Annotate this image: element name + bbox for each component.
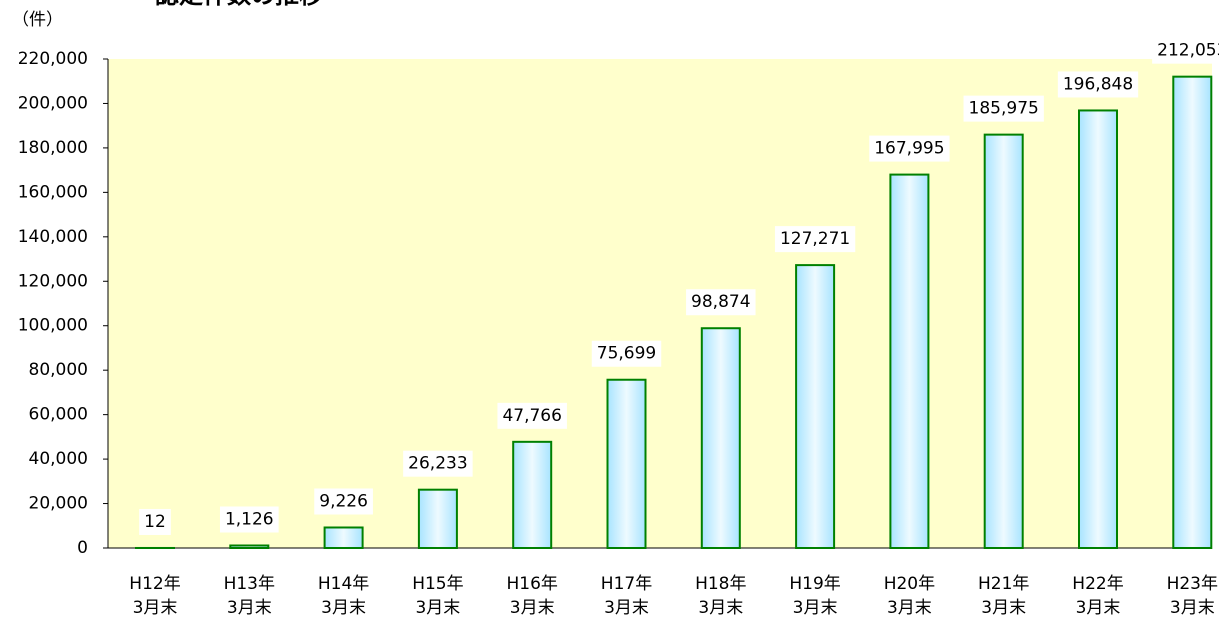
bar [889, 173, 930, 549]
bar [323, 526, 364, 549]
value-label: 212,053 [1157, 41, 1219, 61]
value-label-bg [403, 450, 473, 477]
chart-title: 認定件数の推移 [155, 0, 323, 9]
bar [983, 133, 1024, 549]
x-tick-label: H13年 3月末 [224, 574, 275, 618]
y-tick-label: 80,000 [29, 360, 88, 380]
y-tick-label: 140,000 [18, 227, 88, 247]
y-tick-label: 200,000 [18, 93, 88, 113]
y-tick-label: 20,000 [29, 494, 88, 514]
value-label: 12 [144, 512, 166, 532]
value-label-bg [314, 488, 373, 515]
value-label: 185,975 [969, 99, 1039, 119]
x-tick-label: H12年 3月末 [129, 574, 180, 618]
y-tick-label: 180,000 [18, 138, 88, 158]
plot-area [108, 59, 1212, 548]
x-tick-label: H19年 3月末 [789, 574, 840, 618]
y-tick-label: 120,000 [18, 271, 88, 291]
bar [1172, 75, 1213, 550]
x-tick-label: H23年 3月末 [1167, 574, 1218, 618]
value-label-bg [139, 508, 171, 535]
bar [229, 544, 270, 549]
bar [795, 264, 836, 549]
x-tick-label: H20年 3月末 [884, 574, 935, 618]
bar [512, 440, 553, 550]
bar [417, 488, 458, 549]
bar [1078, 109, 1118, 550]
value-label: 75,699 [597, 344, 656, 364]
value-label-bg [963, 95, 1044, 122]
y-tick-label: 60,000 [29, 405, 88, 425]
y-tick-label: 160,000 [18, 182, 88, 202]
value-label: 9,226 [319, 491, 368, 511]
x-tick-label: H14年 3月末 [318, 574, 369, 618]
bar [606, 378, 647, 549]
value-label: 127,271 [780, 229, 850, 249]
value-label: 167,995 [874, 139, 944, 159]
value-label: 98,874 [691, 292, 750, 312]
value-label: 196,848 [1063, 74, 1133, 94]
bar [700, 327, 741, 550]
y-tick-label: 220,000 [18, 49, 88, 69]
x-tick-label: H21年 3月末 [978, 574, 1029, 618]
value-label-bg [774, 226, 856, 253]
y-tick-label: 100,000 [18, 316, 88, 336]
value-label: 26,233 [408, 454, 467, 474]
value-label-bg [869, 135, 950, 162]
x-tick-label: H15年 3月末 [412, 574, 463, 618]
value-label: 1,126 [225, 509, 274, 529]
x-tick-label: H22年 3月末 [1072, 574, 1123, 618]
value-label-bg [1152, 37, 1219, 64]
x-tick-label: H16年 3月末 [506, 574, 557, 618]
value-label-bg [219, 506, 279, 533]
value-label-bg [1057, 71, 1139, 98]
x-tick-label: H18年 3月末 [695, 574, 746, 618]
y-unit: （件） [12, 10, 63, 30]
y-tick-label: 40,000 [29, 449, 88, 469]
y-tick-label: 0 [77, 538, 88, 558]
x-tick-label: H17年 3月末 [601, 574, 652, 618]
value-label-bg [686, 289, 756, 316]
value-label: 47,766 [502, 406, 561, 426]
value-label-bg [591, 340, 662, 367]
value-label-bg [497, 402, 567, 429]
